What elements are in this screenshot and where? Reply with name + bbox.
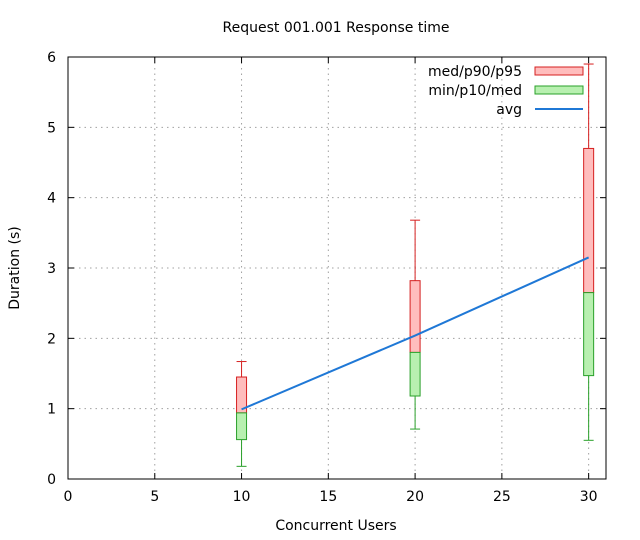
p10-med-box [409, 351, 421, 397]
x-tick-label: 25 [493, 489, 511, 505]
y-tick-label: 5 [47, 120, 56, 136]
y-tick-label: 6 [47, 50, 56, 66]
legend-swatch [534, 66, 584, 76]
avg-line [241, 256, 590, 411]
x-tick-label: 30 [580, 489, 598, 505]
y-tick-label: 3 [47, 261, 56, 277]
p10-med-box [583, 292, 595, 377]
legend-label: min/p10/med [428, 83, 522, 99]
legend-label: avg [496, 102, 522, 118]
x-tick-label: 15 [319, 489, 337, 505]
med-p90-box [583, 147, 595, 294]
x-tick-label: 0 [64, 489, 73, 505]
y-tick-label: 2 [47, 331, 56, 347]
axes: 0 5 10 15 20 25 30 0 1 2 3 4 5 6 [47, 50, 607, 505]
legend-swatch [534, 85, 584, 95]
med-p90-box [409, 280, 421, 353]
x-tick-label: 20 [406, 489, 424, 505]
chart-title: Request 001.001 Response time [223, 20, 450, 36]
y-axis-title: Duration (s) [7, 226, 23, 309]
x-tick-label: 5 [150, 489, 159, 505]
x-axis-title: Concurrent Users [275, 518, 396, 534]
legend: med/p90/p95 min/p10/med avg [428, 64, 584, 118]
p10-med-box [236, 412, 248, 441]
legend-label: med/p90/p95 [428, 64, 522, 80]
y-tick-label: 4 [47, 191, 56, 207]
plot-area [236, 63, 595, 467]
grid [68, 57, 606, 479]
x-tick-label: 10 [233, 489, 251, 505]
y-tick-label: 1 [47, 402, 56, 418]
y-tick-label: 0 [47, 472, 56, 488]
